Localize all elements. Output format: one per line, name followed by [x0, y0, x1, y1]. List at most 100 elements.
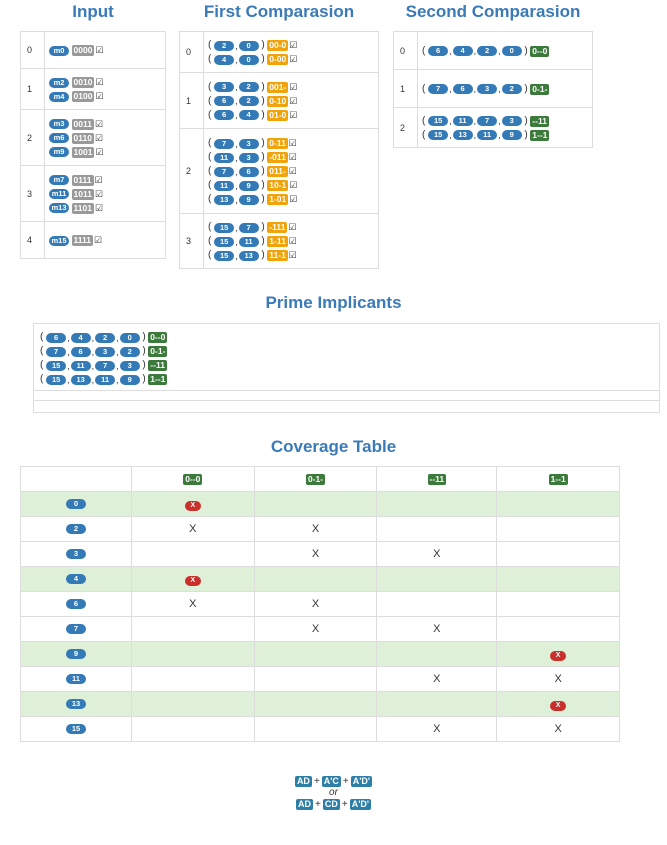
check-icon: ☑ — [289, 180, 298, 190]
group-content: ( 6,4,2,0 ) 0--0 — [417, 31, 593, 70]
group-content: ( 7,3 ) 0-11 ☑( 11, 3 ) -011 ☑( 7,6 ) 011- ☑… — [203, 128, 379, 214]
minterm-badge: 2 — [477, 46, 498, 57]
minterm-badge: 11 — [214, 152, 235, 163]
check-icon: ☑ — [95, 77, 104, 87]
minterm-badge: 15 — [46, 374, 67, 385]
minterm-badge: 7 — [238, 222, 259, 233]
comma-separator: , — [473, 84, 477, 95]
paren-close: ) — [258, 249, 265, 261]
implicant-code: 0-10 — [267, 95, 289, 107]
comma-separator: , — [498, 116, 501, 127]
group-row: 3( 15, 7 ) -111 ☑( 15, 11 ) 1-11 ☑( 15, 13 ) … — [179, 213, 379, 269]
group-row: 0 m0 0000 ☑ — [20, 31, 166, 69]
coverage-cell — [496, 591, 620, 617]
paren-open: ( — [208, 109, 215, 121]
minterm-badge: 6 — [214, 110, 235, 121]
comma-separator: , — [67, 360, 70, 371]
comma-separator: , — [473, 46, 477, 57]
group-index: 4 — [20, 221, 45, 259]
paren-open: ( — [208, 137, 215, 149]
term-line: ( 4,0 ) 0-00 ☑ — [208, 52, 372, 66]
minterm-badge: 6 — [46, 332, 67, 343]
comma-separator: , — [235, 82, 238, 93]
minterm-badge: 0 — [66, 499, 86, 510]
check-icon: ☑ — [288, 152, 297, 162]
paren-open: ( — [40, 331, 47, 343]
check-icon: ☑ — [289, 40, 298, 50]
minterm-badge: 15 — [66, 724, 86, 735]
minterm-badge: 3 — [477, 84, 498, 95]
implicant-code: 1--1 — [548, 473, 568, 485]
paren-close: ) — [521, 115, 528, 127]
implicant-code: 011- — [267, 166, 288, 178]
coverage-row: 15 X X — [20, 716, 620, 742]
term-line: ( 15, 13 ) 11-1 ☑ — [208, 248, 372, 262]
term-line: ( 2,0 ) 00-0 ☑ — [208, 38, 372, 52]
first-comparison-table: 0( 2,0 ) 00-0 ☑( 4,0 ) 0-00 ☑ 1( 3,2 ) 001-… — [179, 31, 379, 269]
paren-close: ) — [258, 95, 265, 107]
minterm-badge: 9 — [501, 130, 522, 141]
solutions: AD + A'C + A'D' or AD + CD + A'D' — [0, 776, 667, 810]
implicant-code: 0-1- — [148, 346, 168, 358]
coverage-minterm-cell: 15 — [20, 716, 132, 742]
minterm-badge: 4 — [452, 46, 473, 57]
coverage-cell — [131, 541, 255, 567]
check-icon: ☑ — [95, 45, 104, 55]
coverage-cell — [131, 691, 255, 717]
minterm-badge: 6 — [70, 346, 91, 357]
comma-separator: , — [473, 116, 477, 127]
comma-separator: , — [449, 46, 452, 57]
group-content: ( 15, 11, 7, 3 ) --11( 15, 13, 11, 9 ) 1--1 — [417, 107, 593, 148]
check-icon: ☑ — [288, 236, 297, 246]
paren-open: ( — [208, 221, 215, 233]
cover-mark: X — [433, 673, 441, 685]
check-icon: ☑ — [289, 54, 298, 64]
coverage-cell — [253, 641, 378, 667]
implicant-code: 0-11 — [267, 138, 288, 150]
minterm-badge: 4 — [238, 110, 259, 121]
implicant-code: 0-00 — [267, 54, 289, 66]
minterm-label: m6 — [49, 133, 69, 144]
check-icon: ☑ — [94, 188, 104, 199]
paren-close: ) — [258, 235, 265, 247]
minterm-label: m4 — [49, 91, 69, 102]
minterm-label: m9 — [49, 147, 69, 158]
comma-separator: , — [449, 84, 452, 95]
comma-separator: , — [449, 116, 452, 127]
check-icon: ☑ — [94, 235, 103, 245]
binary-code: 0000 — [71, 45, 95, 57]
input-line: m13 1101 ☑ — [49, 201, 159, 215]
check-icon: ☑ — [95, 91, 104, 101]
paren-open: ( — [208, 179, 215, 191]
paren-open: ( — [208, 165, 215, 177]
binary-code: 0010 — [71, 77, 95, 89]
implicant-code: 0--0 — [183, 473, 203, 485]
paren-close: ) — [258, 81, 265, 93]
cover-mark: X — [311, 598, 320, 610]
coverage-row: 6 X X — [20, 591, 620, 617]
term-line: ( 6,2 ) 0-10 ☑ — [208, 94, 372, 108]
paren-close: ) — [258, 179, 265, 191]
group-index: 0 — [393, 31, 418, 70]
minterm-badge: 15 — [428, 130, 449, 141]
minterm-badge: 13 — [452, 130, 473, 141]
term-line: ( 7,3 ) 0-11 ☑ — [208, 136, 372, 150]
implicant-code: 1--1 — [148, 374, 168, 386]
coverage-cell — [496, 516, 620, 542]
minterm-label: m13 — [49, 203, 69, 214]
binary-code: 1011 — [71, 188, 94, 200]
comma-separator: , — [235, 236, 238, 247]
comma-separator: , — [235, 96, 238, 107]
input-line: m6 0110 ☑ — [49, 131, 159, 145]
term-line: ( 6,4 ) 01-0 ☑ — [208, 108, 372, 122]
check-icon: ☑ — [94, 174, 103, 185]
paren-close: ) — [521, 45, 528, 57]
minterm-badge: 11 — [70, 360, 91, 371]
group-index: 1 — [393, 69, 418, 108]
paren-open: ( — [422, 115, 429, 127]
group-content: ( 7,6,3,2 ) 0-1- — [417, 69, 593, 108]
paren-close: ) — [139, 359, 146, 371]
minterm-badge: 4 — [66, 574, 86, 585]
